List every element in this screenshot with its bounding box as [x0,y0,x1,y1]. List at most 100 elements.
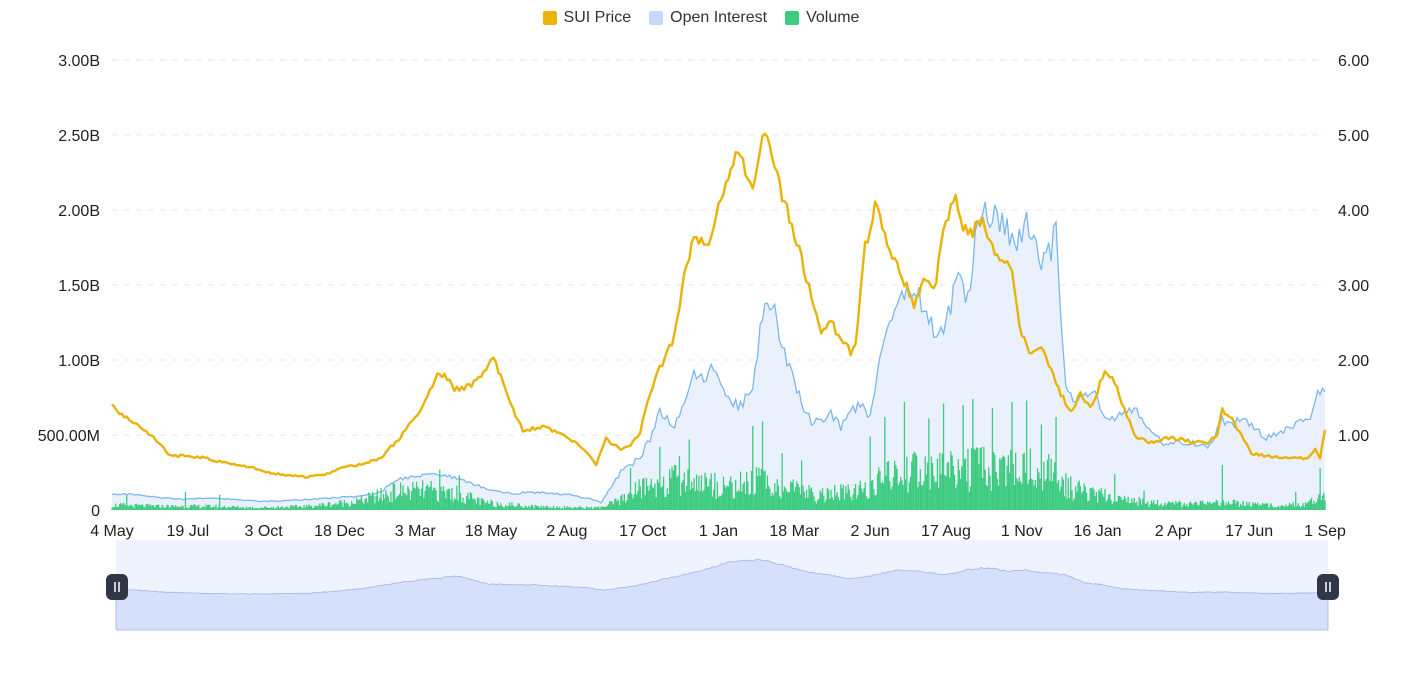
volume-bar [736,491,738,510]
volume-bar [362,501,364,510]
volume-bar [633,494,635,510]
volume-bar [1154,504,1156,510]
volume-bar [441,491,443,510]
volume-bar [310,505,312,510]
volume-bar [1007,455,1009,510]
volume-bar [230,508,232,510]
volume-bar [780,498,782,510]
left-axis-tick-label: 500.00M [38,428,100,445]
volume-bar [794,486,797,510]
volume-bar [1263,503,1265,510]
volume-bar [648,490,650,510]
volume-bar [793,491,795,510]
volume-bar [481,498,484,510]
volume-bar [889,481,891,510]
x-axis-tick-label: 17 Jun [1225,523,1273,540]
volume-bar [573,507,575,510]
volume-bar [150,505,152,510]
volume-bar [1192,504,1194,510]
volume-bar [179,507,182,510]
legend-item-sui-price[interactable]: SUI Price [542,8,631,28]
volume-bar [448,489,451,510]
volume-bar [400,482,402,510]
volume-bar [900,476,902,510]
x-axis-tick-label: 16 Jan [1074,523,1122,540]
volume-bar [177,506,179,510]
x-axis-tick-label: 18 May [465,523,517,540]
volume-bar [720,496,722,510]
volume-bar [576,508,578,510]
volume-bar [1106,499,1108,510]
volume-bar [574,507,577,510]
volume-bar [1227,501,1230,510]
volume-bar [850,496,852,510]
volume-bar [892,477,895,510]
volume-bar [1177,502,1179,510]
volume-bar [156,504,158,510]
volume-bar [385,490,387,510]
volume-bar [990,491,992,510]
volume-bar [875,494,877,510]
volume-bar [637,491,639,510]
volume-bar [359,499,361,510]
volume-bar [1188,502,1190,510]
volume-bar [442,486,445,510]
volume-bar [435,490,437,510]
volume-bar [662,476,665,510]
volume-bar [563,505,566,510]
volume-bar [1055,417,1057,510]
range-navigator[interactable] [115,540,1329,631]
volume-bar [1211,502,1214,510]
volume-bar [219,495,221,510]
volume-bar [966,481,968,510]
volume-bar [593,507,595,510]
navigator-left-handle[interactable] [106,574,128,600]
volume-bar [1259,504,1261,510]
volume-bar [1067,478,1069,510]
x-axis-tick-label: 18 Mar [769,523,819,540]
volume-bar [1202,500,1204,510]
volume-bar [1307,502,1309,510]
volume-bar [989,475,991,510]
volume-bar [796,480,798,510]
volume-bar [1291,505,1293,510]
volume-bar [503,507,506,510]
volume-bar [768,485,770,510]
volume-swatch [785,11,800,25]
volume-bar [430,481,432,510]
volume-bar [1287,505,1289,510]
open-interest-fill [112,201,1325,510]
x-axis-tick-label: 1 Jan [699,523,738,540]
volume-bar [521,506,523,510]
volume-bar [277,506,279,510]
volume-bar [905,479,907,510]
left-axis-tick-label: 2.50B [58,128,100,145]
volume-bar [326,505,328,510]
navigator-right-handle[interactable] [1317,574,1339,600]
volume-bar [618,505,621,510]
volume-bar [612,504,614,510]
volume-bar [1119,496,1121,510]
volume-bar [133,507,135,510]
volume-bar [883,483,885,510]
volume-bar [820,492,822,510]
volume-bar [1260,505,1263,510]
left-axis-tick-label: 3.00B [58,53,100,70]
volume-bar [184,492,187,510]
volume-bar [455,499,457,510]
volume-bar [1147,501,1149,510]
volume-bar [1111,503,1113,510]
volume-bar [1292,502,1294,510]
volume-bar [118,504,120,510]
legend-item-open-interest[interactable]: Open Interest [649,8,767,28]
volume-bar [294,504,297,510]
volume-bar [1181,507,1183,510]
volume-bar [1274,507,1276,510]
volume-bar [611,501,613,510]
volume-bar [577,507,579,510]
volume-bar [1027,484,1029,510]
volume-bar [699,491,701,510]
legend-item-volume[interactable]: Volume [785,8,859,28]
volume-bar [192,505,194,510]
volume-bar [425,486,427,510]
